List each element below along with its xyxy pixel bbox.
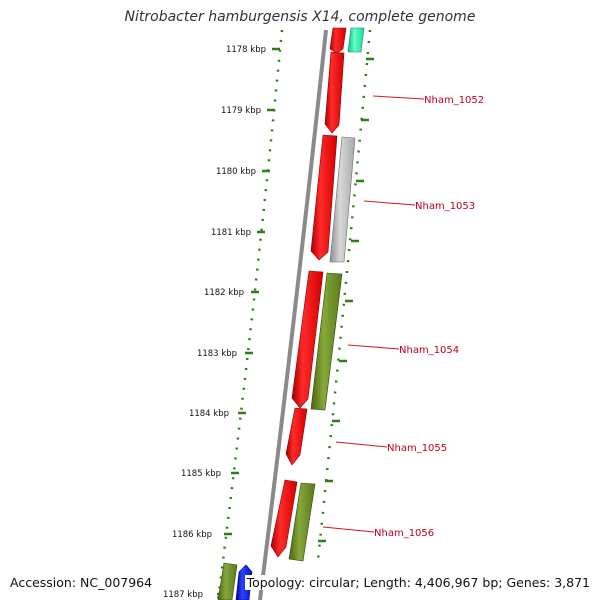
accession-info: Accession: NC_007964 <box>8 575 155 590</box>
cds-arrow-grey <box>329 136 356 263</box>
gene-leaders <box>322 95 425 533</box>
gene-labels: Nham_1052 Nham_1053 Nham_1054 Nham_1055 … <box>374 95 484 539</box>
cds-track-outer <box>217 27 365 600</box>
ruler-label: 1187 kbp <box>163 590 203 600</box>
ruler-ticks <box>217 47 280 596</box>
ruler-label: 1185 kbp <box>181 469 221 479</box>
ruler-labels: 1178 kbp 1179 kbp 1180 kbp 1181 kbp 1182… <box>163 45 266 600</box>
cds-arrow-red <box>270 479 298 558</box>
length-label: Length: <box>363 575 411 590</box>
genes-value: 3,871 <box>554 575 590 590</box>
cds-arrow-red <box>310 134 338 261</box>
ruler-label: 1181 kbp <box>211 228 251 238</box>
ruler-label: 1178 kbp <box>226 45 266 55</box>
genome-backbone <box>258 29 328 600</box>
gene-label[interactable]: Nham_1052 <box>424 95 484 106</box>
ruler-label: 1179 kbp <box>221 106 261 116</box>
cds-arrow-teal <box>347 27 365 53</box>
ruler-label: 1184 kbp <box>189 409 229 419</box>
accession-label: Accession: <box>10 575 77 590</box>
cds-arrow-red <box>324 51 345 134</box>
gene-label[interactable]: Nham_1055 <box>387 443 447 454</box>
ruler-label: 1182 kbp <box>204 288 244 298</box>
cds-arrow-olive <box>217 562 238 600</box>
genome-summary: Topology: circular; Length: 4,406,967 bp… <box>244 575 592 590</box>
cds-arrow-olive <box>288 482 316 562</box>
genes-label: Genes: <box>506 575 551 590</box>
cds-arrow-olive <box>310 272 343 411</box>
gene-label[interactable]: Nham_1054 <box>399 345 459 356</box>
cds-arrow-red <box>285 407 308 466</box>
accession-value: NC_007964 <box>80 575 153 590</box>
ruler-label: 1183 kbp <box>197 349 237 359</box>
topology-label: Topology: <box>246 575 306 590</box>
ruler-label: 1186 kbp <box>172 530 212 540</box>
gene-label[interactable]: Nham_1056 <box>374 528 434 539</box>
ruler-label: 1180 kbp <box>216 167 256 177</box>
topology-value: circular <box>309 575 356 590</box>
length-value: 4,406,967 bp <box>414 575 499 590</box>
cds-track-inner <box>270 27 347 558</box>
cds-arrow-red <box>291 270 324 409</box>
outer-ticks <box>318 57 374 543</box>
gene-label[interactable]: Nham_1053 <box>415 201 475 212</box>
cds-arrow-red <box>329 27 347 54</box>
map-title: Nitrobacter hamburgensis X14, complete g… <box>124 9 476 25</box>
